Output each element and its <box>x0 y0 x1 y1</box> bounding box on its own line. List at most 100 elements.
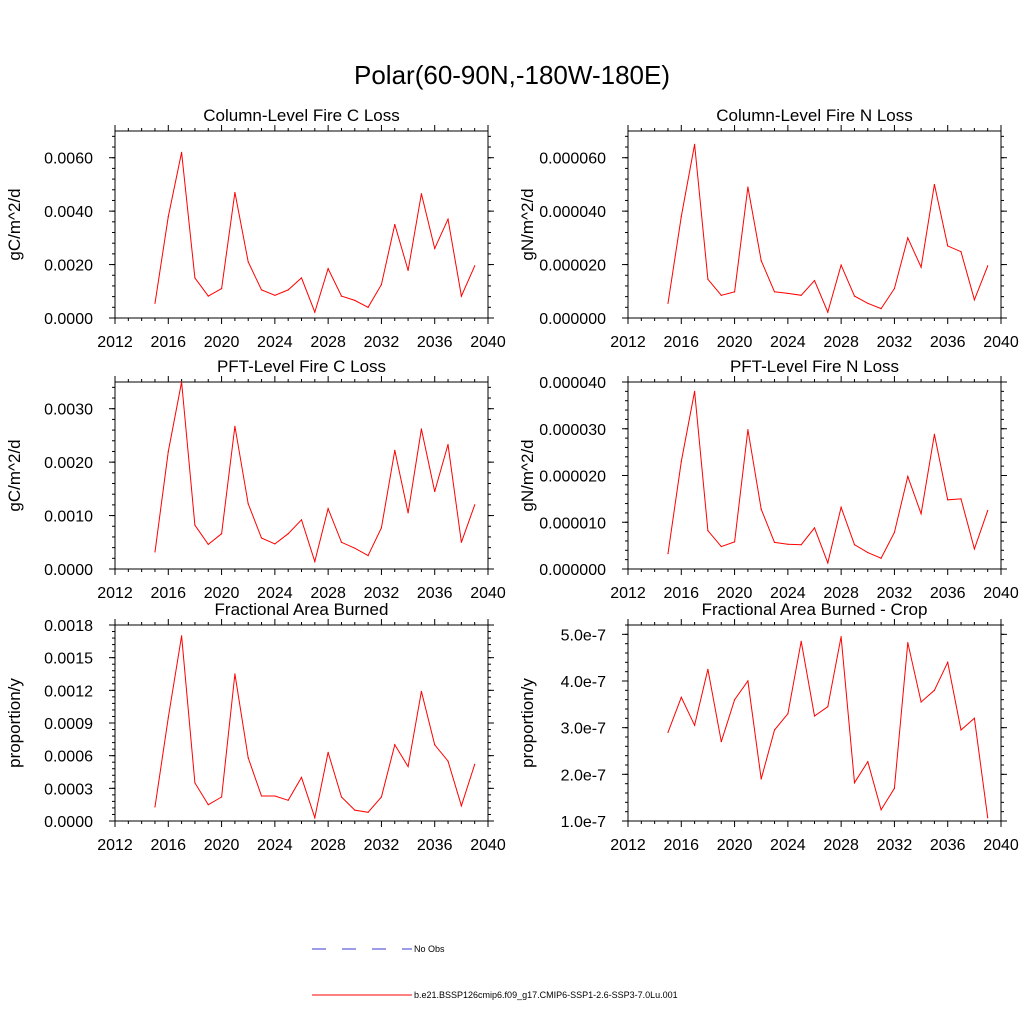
data-point <box>327 508 329 510</box>
x-tick-label: 2040 <box>983 837 1019 854</box>
data-point <box>194 277 196 279</box>
y-tick-label: 0.000010 <box>539 515 606 532</box>
legend: No Obs b.e21.BSSP126cmip6.f09_g17.CMIP6-… <box>312 944 678 1000</box>
data-point <box>220 288 223 290</box>
x-tick-label: 2012 <box>610 334 646 351</box>
data-point <box>747 680 749 682</box>
x-tick-label: 2020 <box>717 334 753 351</box>
data-point <box>460 295 462 297</box>
y-tick-label: 0.0006 <box>44 749 93 766</box>
plot-frame <box>627 381 1002 570</box>
data-point <box>733 291 736 293</box>
plot-frame <box>627 130 1002 319</box>
series-line <box>667 144 989 314</box>
series-line <box>154 152 476 314</box>
data-point <box>327 267 329 270</box>
x-tick-label: 2024 <box>770 334 806 351</box>
x-tick-label: 2028 <box>823 585 859 602</box>
data-point <box>987 265 989 267</box>
y-tick-label: 0.0000 <box>44 311 93 328</box>
legend-label-model-run: b.e21.BSSP126cmip6.f09_g17.CMIP6-SSP1-2.… <box>414 990 678 1000</box>
data-point <box>154 806 156 808</box>
x-tick-label: 2024 <box>770 837 806 854</box>
y-tick-label: 0.0040 <box>44 204 93 221</box>
data-point <box>760 778 762 780</box>
data-point <box>247 757 249 759</box>
data-point <box>167 450 169 453</box>
x-tick-label: 2012 <box>97 334 133 351</box>
x-tick-label: 2036 <box>930 585 966 602</box>
data-point <box>354 299 356 301</box>
data-point <box>167 215 169 218</box>
data-point <box>181 151 183 153</box>
plot-frame <box>114 381 489 570</box>
data-point <box>867 302 869 304</box>
data-point <box>287 289 289 291</box>
data-point <box>167 716 169 719</box>
y-tick-label: 0.000000 <box>539 311 606 328</box>
x-tick-label: 2028 <box>823 334 859 351</box>
data-point <box>207 543 209 546</box>
data-point <box>707 278 709 280</box>
x-tick-label: 2020 <box>717 837 753 854</box>
panel-title: PFT-Level Fire C Loss <box>217 357 386 376</box>
data-point <box>773 291 776 293</box>
series-line <box>667 636 989 818</box>
panel-pft-fire-n-loss: PFT-Level Fire N Loss gN/m^2/d 2012 2016 202… <box>518 357 1019 602</box>
data-point <box>420 690 422 693</box>
data-point <box>394 744 396 746</box>
data-point <box>933 433 935 435</box>
data-point <box>760 259 762 262</box>
data-point <box>367 555 369 557</box>
data-point <box>380 527 383 529</box>
x-tick-label: 2020 <box>717 585 753 602</box>
data-point <box>907 475 909 478</box>
panel-fractional-area-burned-crop: Fractional Area Burned - Crop proportion/… <box>518 600 1019 854</box>
data-point <box>920 266 922 268</box>
x-tick-label: 2028 <box>310 334 346 351</box>
x-tick-label: 2036 <box>930 837 966 854</box>
data-point <box>867 761 869 763</box>
data-point <box>867 552 869 554</box>
y-axis-label: proportion/y <box>518 678 537 768</box>
data-point <box>880 809 882 811</box>
panel-column-fire-c-loss: Column-Level Fire C Loss gC/m^2/d 2012 2016… <box>5 106 506 351</box>
data-point <box>234 425 236 427</box>
y-tick-label: 0.0000 <box>44 814 93 831</box>
data-point <box>474 504 476 506</box>
x-tick-label: 2012 <box>610 837 646 854</box>
data-point <box>800 544 802 546</box>
data-point <box>287 799 289 801</box>
data-point <box>420 428 422 430</box>
data-point <box>880 308 882 310</box>
y-tick-label: 3.0e-7 <box>561 721 606 738</box>
data-point <box>181 635 183 637</box>
panel-title: Fractional Area Burned - Crop <box>702 600 928 619</box>
data-point <box>407 512 409 514</box>
y-tick-label: 4.0e-7 <box>561 674 606 691</box>
data-point <box>247 503 249 505</box>
x-tick-label: 2040 <box>470 585 506 602</box>
data-point <box>720 741 722 743</box>
data-point <box>813 280 816 282</box>
y-tick-label: 1.0e-7 <box>561 814 606 831</box>
data-point <box>773 729 776 731</box>
data-point <box>987 817 989 819</box>
data-point <box>260 795 263 797</box>
data-point <box>667 552 669 555</box>
x-tick-label: 2032 <box>364 585 400 602</box>
panel-pft-fire-c-loss: PFT-Level Fire C Loss gC/m^2/d 2012 2016 202… <box>5 357 506 602</box>
data-point <box>707 530 709 532</box>
data-point <box>394 223 396 226</box>
data-point <box>194 524 196 526</box>
data-point <box>893 787 896 789</box>
y-tick-label: 0.0018 <box>44 618 93 635</box>
data-point <box>920 513 922 515</box>
y-axis-label: gC/m^2/d <box>5 439 24 511</box>
x-tick-label: 2040 <box>470 334 506 351</box>
data-point <box>220 533 223 535</box>
y-tick-label: 0.000000 <box>539 562 606 579</box>
x-tick-label: 2012 <box>610 585 646 602</box>
data-point <box>434 490 436 493</box>
